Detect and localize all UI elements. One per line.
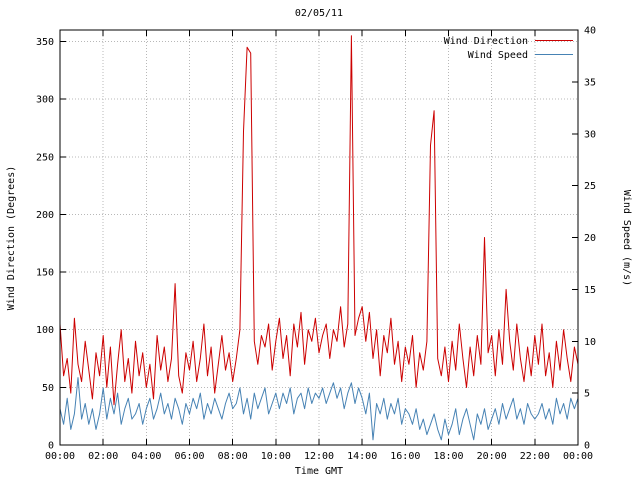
x-tick-label: 00:00 — [563, 451, 593, 462]
y-left-tick-label: 0 — [48, 441, 54, 452]
x-tick-label: 06:00 — [174, 451, 204, 462]
x-tick-label: 02:00 — [88, 451, 118, 462]
x-tick-label: 14:00 — [347, 451, 377, 462]
x-tick-label: 00:00 — [45, 451, 75, 462]
legend-label-wind-direction: Wind Direction — [444, 36, 528, 47]
data-series — [59, 35, 579, 441]
y-left-tick-label: 350 — [36, 37, 54, 48]
y-right-tick-label: 30 — [584, 129, 596, 140]
x-tick-label: 22:00 — [520, 451, 550, 462]
grid-lines — [60, 30, 578, 445]
y-left-tick-label: 150 — [36, 268, 54, 279]
x-tick-label: 18:00 — [433, 451, 463, 462]
y-right-tick-label: 25 — [584, 181, 596, 192]
series-line-wind-speed — [59, 377, 579, 441]
chart-title: 02/05/11 — [295, 8, 343, 19]
legend: Wind Direction Wind Speed — [444, 36, 573, 61]
y-left-tick-label: 300 — [36, 95, 54, 106]
y-right-tick-label: 15 — [584, 285, 596, 296]
y-left-tick-label: 200 — [36, 210, 54, 221]
axis-ticks: 00:00 02:00 04:00 06:00 08:00 10:00 12:00 14:00… — [36, 26, 596, 463]
y-right-tick-label: 5 — [584, 389, 590, 400]
y-right-tick-label: 0 — [584, 441, 590, 452]
y-right-tick-label: 35 — [584, 77, 596, 88]
legend-label-wind-speed: Wind Speed — [468, 50, 528, 61]
y-right-tick-label: 20 — [584, 233, 596, 244]
y-left-tick-label: 100 — [36, 325, 54, 336]
y-right-tick-label: 40 — [584, 26, 596, 37]
x-tick-label: 12:00 — [304, 451, 334, 462]
plot-border — [59, 29, 579, 446]
x-tick-label: 16:00 — [390, 451, 420, 462]
y-right-axis-label: Wind Speed (m/s) — [621, 190, 632, 286]
x-tick-label: 10:00 — [261, 451, 291, 462]
x-tick-label: 04:00 — [131, 451, 161, 462]
y-left-axis-label: Wind Direction (Degrees) — [6, 166, 17, 311]
y-left-tick-label: 50 — [42, 383, 54, 394]
y-right-tick-label: 10 — [584, 337, 596, 348]
y-left-tick-label: 250 — [36, 152, 54, 163]
x-tick-label: 20:00 — [477, 451, 507, 462]
x-axis-label: Time GMT — [295, 466, 343, 477]
series-line-wind-direction — [59, 35, 579, 406]
x-tick-label: 08:00 — [218, 451, 248, 462]
